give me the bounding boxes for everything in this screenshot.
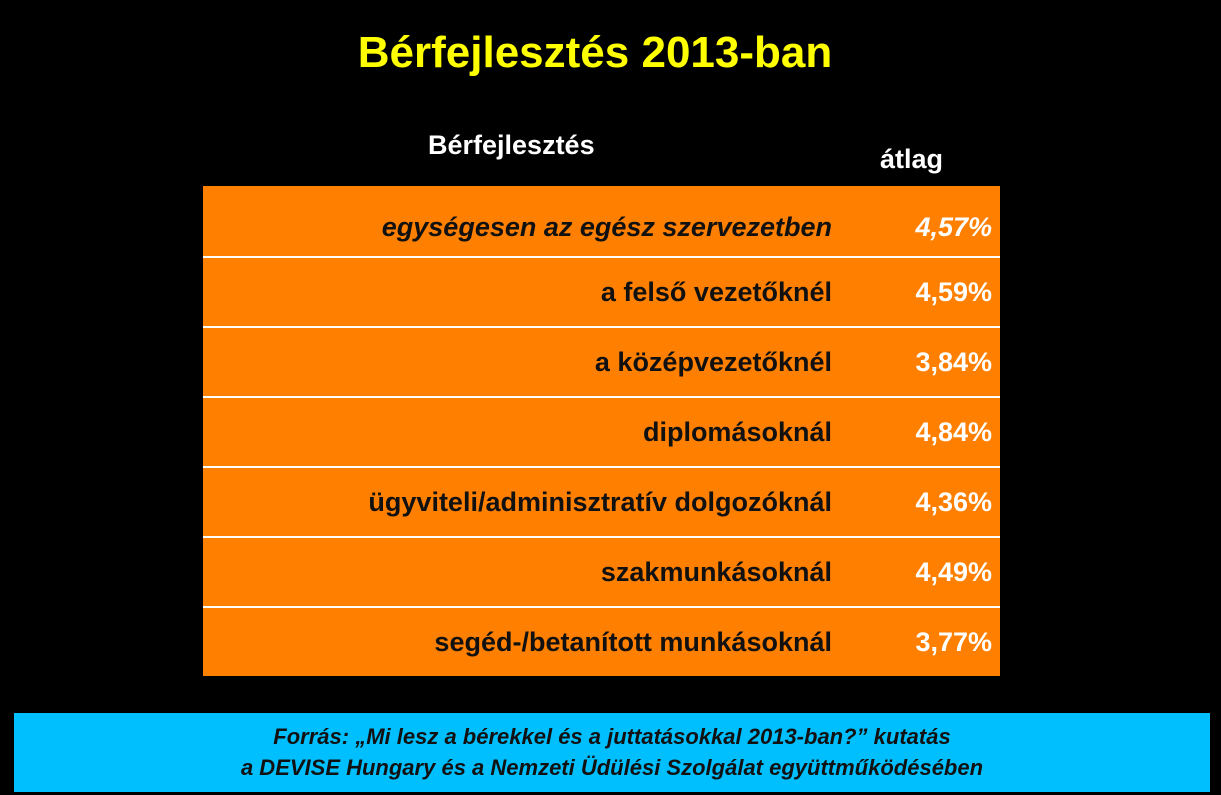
table-row: a felső vezetőknél 4,59%	[203, 256, 1000, 326]
table-row: ügyviteli/adminisztratív dolgozóknál 4,36…	[203, 466, 1000, 536]
row-value: 4,84%	[915, 417, 992, 447]
row-label: a középvezetőknél	[594, 347, 832, 377]
column-header: Bérfejlesztés	[428, 130, 595, 160]
table: egységesen az egész szervezetben 4,57% a f…	[203, 186, 1000, 676]
table-row: a középvezetőknél 3,84%	[203, 326, 1000, 396]
table-row: segéd-/betanított munkásoknál 3,77%	[203, 606, 1000, 676]
row-label: ügyviteli/adminisztratív dolgozóknál	[368, 487, 832, 517]
row-value: 4,36%	[915, 487, 992, 517]
row-value: 3,77%	[915, 627, 992, 657]
row-label: diplomásoknál	[642, 417, 832, 447]
row-value: 3,84%	[915, 347, 992, 377]
row-label: segéd-/betanított munkásoknál	[434, 627, 832, 657]
column-header: átlag	[880, 144, 944, 174]
source-line: Forrás: „Mi lesz a bérekkel és a juttatá…	[273, 724, 951, 749]
source-box: Forrás: „Mi lesz a bérekkel és a juttatá…	[14, 713, 1210, 792]
row-value: 4,59%	[915, 277, 992, 307]
table-row: diplomásoknál 4,84%	[203, 396, 1000, 466]
table-row: szakmunkásoknál 4,49%	[203, 536, 1000, 606]
table-row: egységesen az egész szervezetben 4,57%	[203, 186, 1000, 256]
row-value: 4,57%	[915, 212, 992, 242]
row-label: szakmunkásoknál	[600, 557, 832, 587]
source-line: a DEVISE Hungary és a Nemzeti Üdülési Sz…	[240, 755, 984, 780]
slide-title: Bérfejlesztés 2013-ban	[357, 28, 833, 77]
row-value: 4,49%	[915, 557, 992, 587]
row-label: a felső vezetőknél	[600, 277, 832, 307]
row-label: egységesen az egész szervezetben	[381, 212, 832, 242]
